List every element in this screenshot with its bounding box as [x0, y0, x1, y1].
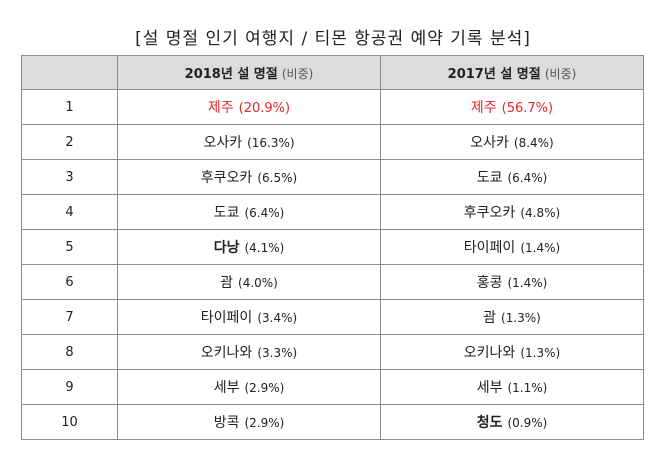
share-value: (3.4%) — [257, 311, 298, 325]
table-row: 9 세부 (2.9%) 세부 (1.1%) — [21, 369, 644, 405]
share-value: (8.4%) — [513, 136, 554, 150]
rank-cell: 1 — [21, 89, 118, 125]
header-2018-label: 2018년 설 명절 — [184, 67, 278, 82]
table-row: 6 괌 (4.0%) 홍콩 (1.4%) — [21, 264, 644, 300]
cell-2017: 오사카 (8.4%) — [380, 124, 644, 160]
table-row: 8 오키나와 (3.3%) 오키나와 (1.3%) — [21, 334, 644, 370]
cell-2018: 제주 (20.9%) — [117, 89, 381, 125]
share-value: (4.0%) — [238, 276, 278, 290]
share-value: (56.7%) — [501, 101, 554, 116]
share-value: (3.3%) — [257, 346, 298, 360]
table-row: 2 오사카 (16.3%) 오사카 (8.4%) — [21, 124, 644, 160]
table-row: 1 제주 (20.9%) 제주 (56.7%) — [21, 89, 644, 125]
destination-name: 홍콩 — [476, 275, 503, 291]
rank-cell: 10 — [21, 404, 118, 440]
share-value: (4.1%) — [244, 241, 285, 255]
destination-name: 도쿄 — [476, 170, 503, 186]
cell-2018: 다낭 (4.1%) — [117, 229, 381, 265]
cell-2017: 오키나와 (1.3%) — [380, 334, 644, 370]
header-2017-share: (비중) — [544, 67, 577, 81]
header-2018-share: (비중) — [281, 67, 314, 81]
destination-name: 방콕 — [213, 415, 240, 431]
cell-2018: 후쿠오카 (6.5%) — [117, 159, 381, 195]
rank-cell: 6 — [21, 264, 118, 300]
table-row: 10 방콕 (2.9%) 청도 (0.9%) — [21, 404, 644, 440]
destination-name: 오키나와 — [200, 345, 253, 361]
destination-name: 오키나와 — [463, 345, 516, 361]
cell-2018: 오키나와 (3.3%) — [117, 334, 381, 370]
cell-2018: 타이페이 (3.4%) — [117, 299, 381, 335]
rank-cell: 3 — [21, 159, 118, 195]
cell-2017: 청도 (0.9%) — [380, 404, 644, 440]
destination-name: 괌 — [220, 275, 234, 291]
cell-2017: 세부 (1.1%) — [380, 369, 644, 405]
share-value: (16.3%) — [247, 136, 295, 150]
header-2017-label: 2017년 설 명절 — [447, 67, 541, 82]
cell-2017: 괌 (1.3%) — [380, 299, 644, 335]
destination-name: 후쿠오카 — [463, 205, 516, 221]
cell-2018: 괌 (4.0%) — [117, 264, 381, 300]
destination-name: 괌 — [483, 310, 497, 326]
cell-2018: 오사카 (16.3%) — [117, 124, 381, 160]
destination-name: 다낭 — [213, 240, 240, 256]
cell-2018: 세부 (2.9%) — [117, 369, 381, 405]
destination-name: 제주 — [207, 100, 234, 116]
share-value: (0.9%) — [507, 416, 548, 430]
table-row: 3 후쿠오카 (6.5%) 도쿄 (6.4%) — [21, 159, 644, 195]
share-value: (20.9%) — [238, 101, 291, 116]
destination-name: 세부 — [213, 380, 240, 396]
rank-cell: 4 — [21, 194, 118, 230]
share-value: (6.4%) — [507, 171, 548, 185]
cell-2018: 방콕 (2.9%) — [117, 404, 381, 440]
share-value: (1.3%) — [520, 346, 561, 360]
rank-cell: 5 — [21, 229, 118, 265]
destination-name: 후쿠오카 — [200, 170, 253, 186]
rank-cell: 7 — [21, 299, 118, 335]
destination-name: 오사카 — [203, 135, 243, 151]
destination-name: 청도 — [476, 415, 503, 431]
cell-2017: 제주 (56.7%) — [380, 89, 644, 125]
destination-name: 세부 — [476, 380, 503, 396]
header-2018: 2018년 설 명절 (비중) — [117, 55, 381, 90]
header-rank — [21, 55, 118, 90]
table-row: 4 도쿄 (6.4%) 후쿠오카 (4.8%) — [21, 194, 644, 230]
table-row: 5 다낭 (4.1%) 타이페이 (1.4%) — [21, 229, 644, 265]
rank-cell: 8 — [21, 334, 118, 370]
destination-ranking-table: 2018년 설 명절 (비중) 2017년 설 명절 (비중) 1 제주 (20.… — [21, 55, 644, 440]
share-value: (6.4%) — [244, 206, 285, 220]
rank-cell: 9 — [21, 369, 118, 405]
destination-name: 도쿄 — [213, 205, 240, 221]
destination-name: 타이페이 — [463, 240, 516, 256]
share-value: (1.4%) — [507, 276, 548, 290]
share-value: (2.9%) — [244, 381, 285, 395]
table-row: 7 타이페이 (3.4%) 괌 (1.3%) — [21, 299, 644, 335]
cell-2018: 도쿄 (6.4%) — [117, 194, 381, 230]
share-value: (2.9%) — [244, 416, 285, 430]
document-title: [설 명절 인기 여행지 / 티몬 항공권 예약 기록 분석] — [135, 29, 531, 49]
table-header-row: 2018년 설 명절 (비중) 2017년 설 명절 (비중) — [21, 55, 644, 90]
cell-2017: 도쿄 (6.4%) — [380, 159, 644, 195]
cell-2017: 타이페이 (1.4%) — [380, 229, 644, 265]
destination-name: 제주 — [470, 100, 497, 116]
share-value: (4.8%) — [520, 206, 561, 220]
cell-2017: 홍콩 (1.4%) — [380, 264, 644, 300]
share-value: (1.4%) — [520, 241, 561, 255]
share-value: (1.3%) — [501, 311, 541, 325]
header-2017: 2017년 설 명절 (비중) — [380, 55, 644, 90]
share-value: (1.1%) — [507, 381, 548, 395]
share-value: (6.5%) — [257, 171, 298, 185]
destination-name: 오사카 — [470, 135, 509, 151]
destination-name: 타이페이 — [200, 310, 253, 326]
cell-2017: 후쿠오카 (4.8%) — [380, 194, 644, 230]
rank-cell: 2 — [21, 124, 118, 160]
